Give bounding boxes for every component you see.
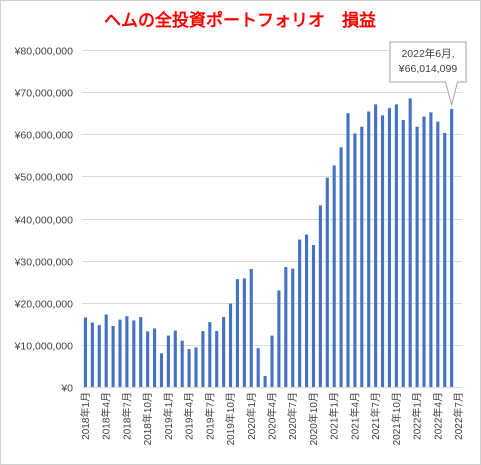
- bar: [187, 349, 191, 387]
- x-tick-label: 2020年7月: [286, 392, 299, 440]
- bar: [83, 317, 88, 387]
- bar: [394, 104, 398, 387]
- bar: [132, 320, 136, 387]
- bar: [194, 347, 198, 387]
- bar: [387, 108, 392, 387]
- bar: [353, 133, 357, 387]
- bar: [111, 325, 115, 387]
- callout-text: 2022年6月,: [401, 47, 454, 60]
- bar: [208, 322, 212, 387]
- bar: [436, 121, 440, 388]
- bar: [304, 234, 309, 387]
- bar: [166, 335, 170, 387]
- bar: [380, 115, 385, 387]
- x-tick-label: 2022年1月: [411, 392, 424, 440]
- bar: [263, 376, 267, 387]
- bar: [284, 266, 288, 387]
- bar: [97, 325, 101, 387]
- bar: [256, 348, 260, 387]
- bar: [429, 112, 433, 387]
- x-tick-label: 2020年4月: [266, 392, 279, 440]
- callout-text: ¥66,014,099: [398, 63, 458, 75]
- y-tick-label: ¥80,000,000: [14, 46, 74, 58]
- y-tick-label: ¥10,000,000: [14, 341, 74, 353]
- bar: [235, 279, 240, 387]
- bar: [360, 126, 364, 388]
- bar: [332, 165, 336, 387]
- bar: [311, 245, 316, 387]
- bar: [318, 205, 322, 387]
- bar: [374, 104, 378, 387]
- y-tick-label: ¥50,000,000: [14, 172, 74, 184]
- x-tick-label: 2018年1月: [79, 392, 92, 440]
- bar: [159, 353, 164, 387]
- bar: [215, 330, 219, 387]
- bar: [450, 108, 454, 388]
- x-tick-label: 2021年1月: [328, 392, 341, 440]
- bar: [104, 314, 108, 387]
- bar: [222, 317, 226, 387]
- x-axis-ticks: 2018年1月 2018年4月 2018年7月 2018年10月 2019年1月 2019…: [79, 392, 465, 445]
- bar: [249, 269, 253, 387]
- x-tick-label: 2018年7月: [120, 392, 133, 440]
- bar: [228, 303, 233, 387]
- x-tick-label: 2019年4月: [183, 392, 196, 440]
- data-callout: 2022年6月, ¥66,014,099: [389, 41, 467, 107]
- bar: [146, 331, 150, 387]
- bar: [180, 340, 184, 387]
- callout-box: [389, 41, 467, 107]
- bar: [139, 317, 143, 387]
- bar: [277, 290, 281, 387]
- bar: [346, 113, 350, 387]
- bar: [270, 335, 274, 387]
- x-tick-label: 2022年7月: [452, 392, 465, 440]
- y-axis-ticks: ¥0 ¥10,000,000 ¥20,000,000 ¥30,000,000 ¥40,0…: [14, 46, 74, 395]
- bar: [325, 177, 329, 387]
- x-tick-label: 2019年1月: [162, 392, 175, 440]
- bar: [173, 330, 177, 387]
- bar: [415, 126, 419, 388]
- bar: [90, 322, 94, 387]
- x-tick-label: 2022年4月: [431, 392, 444, 440]
- chart-title: ヘムの全投資ポートフォリオ 損益: [104, 10, 376, 30]
- x-tick-label: 2018年10月: [141, 392, 154, 445]
- bar: [422, 116, 426, 387]
- x-tick-label: 2019年7月: [203, 392, 216, 440]
- y-tick-label: ¥60,000,000: [14, 130, 74, 142]
- x-tick-label: 2021年7月: [369, 392, 382, 440]
- x-tick-label: 2021年10月: [390, 392, 403, 445]
- x-tick-label: 2018年4月: [100, 392, 113, 440]
- bars: [83, 98, 454, 388]
- bar: [401, 119, 405, 388]
- bar: [298, 239, 302, 387]
- bar: [339, 147, 343, 387]
- bar: [118, 319, 122, 387]
- y-tick-label: ¥20,000,000: [14, 299, 74, 311]
- bar: [152, 328, 157, 387]
- x-tick-label: 2020年10月: [307, 392, 320, 445]
- y-tick-label: ¥70,000,000: [14, 88, 74, 100]
- y-tick-label: ¥0: [60, 383, 73, 395]
- bar: [201, 330, 205, 387]
- bar: [443, 132, 447, 387]
- bar: [408, 98, 412, 387]
- x-tick-label: 2019年10月: [224, 392, 237, 445]
- y-tick-label: ¥40,000,000: [14, 215, 74, 227]
- bar: [367, 111, 371, 387]
- bar: [242, 278, 246, 387]
- bar: [291, 268, 295, 387]
- bar: [125, 316, 129, 387]
- y-tick-label: ¥30,000,000: [14, 257, 74, 269]
- x-tick-label: 2021年4月: [348, 392, 361, 440]
- x-tick-label: 2020年1月: [245, 392, 258, 440]
